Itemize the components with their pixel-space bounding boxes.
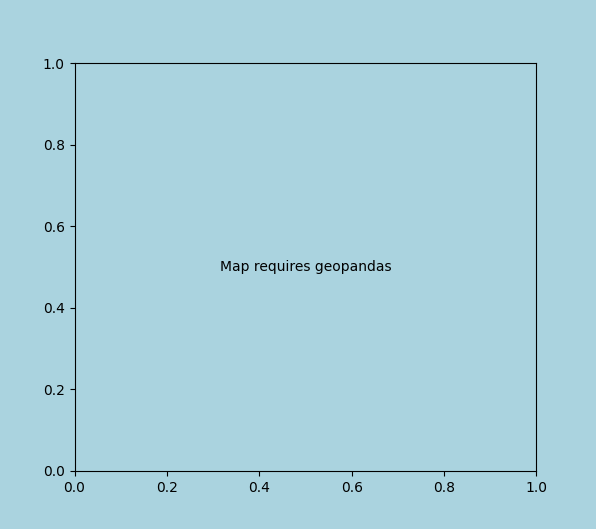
Text: Map requires geopandas: Map requires geopandas	[220, 260, 391, 274]
